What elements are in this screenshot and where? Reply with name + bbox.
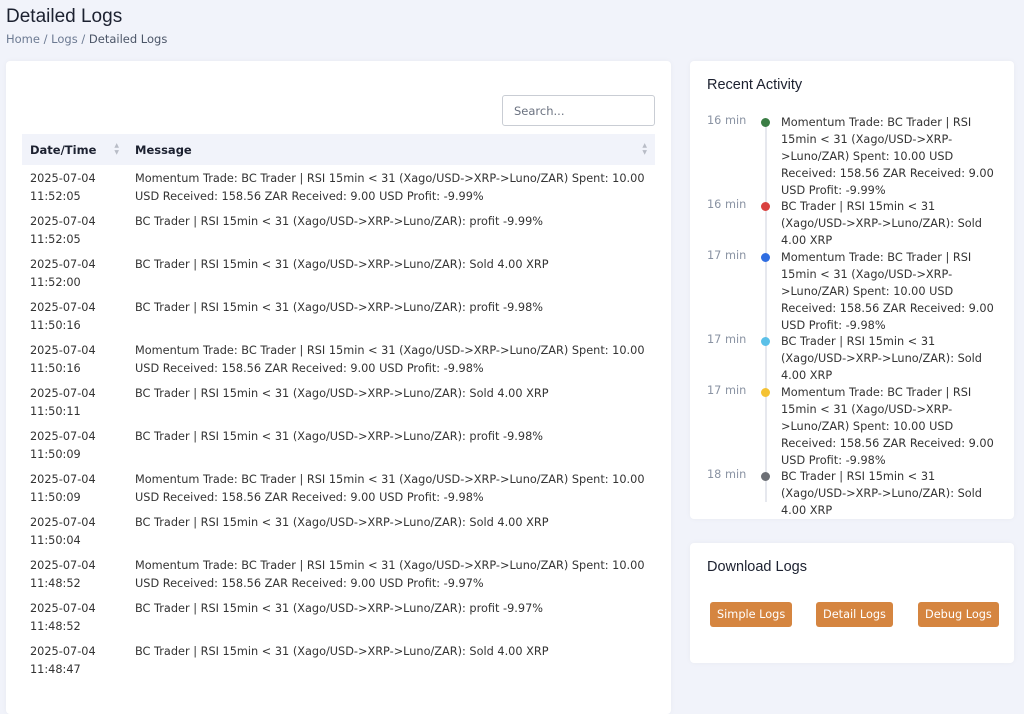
search-input[interactable]: [502, 95, 655, 126]
activity-text: BC Trader | RSI 15min < 31 (Xago/USD->XR…: [781, 200, 982, 247]
row-datetime: 2025-07-04 11:50:16: [30, 344, 96, 375]
status-dot-icon: [761, 202, 770, 211]
row-message: Momentum Trade: BC Trader | RSI 15min < …: [135, 172, 645, 203]
row-message: Momentum Trade: BC Trader | RSI 15min < …: [135, 559, 645, 590]
table-row: 2025-07-04 11:50:09 Momentum Trade: BC Tra…: [22, 466, 655, 509]
table-row: 2025-07-04 11:52:05 BC Trader | RSI 15min …: [22, 208, 655, 251]
row-message: BC Trader | RSI 15min < 31 (Xago/USD->XR…: [135, 258, 549, 271]
status-dot-icon: [761, 118, 770, 127]
recent-activity-card: Recent Activity 16 min Momentum Trade: BC…: [690, 61, 1014, 519]
status-dot-icon: [761, 337, 770, 346]
activity-text: BC Trader | RSI 15min < 31 (Xago/USD->XR…: [781, 335, 982, 382]
row-datetime: 2025-07-04 11:50:09: [30, 473, 96, 504]
row-datetime: 2025-07-04 11:48:47: [30, 645, 96, 676]
activity-time: 17 min: [707, 384, 747, 397]
debug-logs-button[interactable]: Debug Logs: [918, 602, 999, 627]
row-datetime: 2025-07-04 11:50:09: [30, 430, 96, 461]
breadcrumb: Home / Logs / Detailed Logs: [6, 32, 168, 46]
download-logs-title: Download Logs: [707, 559, 807, 575]
row-message: BC Trader | RSI 15min < 31 (Xago/USD->XR…: [135, 645, 549, 658]
status-dot-icon: [761, 388, 770, 397]
table-row: 2025-07-04 11:48:52 BC Trader | RSI 15min …: [22, 595, 655, 638]
row-datetime: 2025-07-04 11:52:00: [30, 258, 96, 289]
activity-text: Momentum Trade: BC Trader | RSI 15min < …: [781, 116, 994, 197]
table-row: 2025-07-04 11:48:47 BC Trader | RSI 15min …: [22, 638, 655, 681]
activity-time: 17 min: [707, 249, 747, 262]
sort-icon: ▲ ▼: [642, 142, 647, 156]
row-message: Momentum Trade: BC Trader | RSI 15min < …: [135, 473, 645, 504]
activity-text: BC Trader | RSI 15min < 31 (Xago/USD->XR…: [781, 470, 982, 517]
row-message: BC Trader | RSI 15min < 31 (Xago/USD->XR…: [135, 516, 549, 529]
activity-time: 16 min: [707, 198, 747, 211]
logs-card: Date/Time▲▼ Message▲▼ 2025-07-0411:52:05…: [6, 61, 671, 714]
row-message: BC Trader | RSI 15min < 31 (Xago/USD->XR…: [135, 301, 543, 314]
row-message: BC Trader | RSI 15min < 31 (Xago/USD->XR…: [135, 387, 549, 400]
row-datetime: 2025-07-04 11:50:11: [30, 387, 96, 418]
status-dot-icon: [761, 472, 770, 481]
simple-logs-button[interactable]: Simple Logs: [710, 602, 793, 627]
activity-time: 17 min: [707, 333, 747, 346]
row-message: BC Trader | RSI 15min < 31 (Xago/USD->XR…: [135, 430, 543, 443]
row-datetime: 2025-07-04 11:50:16: [30, 301, 96, 332]
breadcrumb-current: Detailed Logs: [88, 32, 168, 46]
recent-activity-title: Recent Activity: [707, 77, 803, 93]
table-row: 2025-07-04 11:52:00 BC Trader | RSI 15min …: [22, 251, 655, 294]
download-logs-card: Download Logs Simple Logs Detail Logs De…: [690, 543, 1014, 663]
breadcrumb-logs[interactable]: Logs: [51, 32, 78, 46]
table-row: 2025-07-04 11:50:16 Momentum Trade: BC Tra…: [22, 337, 655, 380]
table-row: 2025-07-04 11:50:09 BC Trader | RSI 15min …: [22, 423, 655, 466]
sort-icon: ▲ ▼: [114, 142, 119, 156]
table-row: 2025-07-04 11:50:11 BC Trader | RSI 15min …: [22, 380, 655, 423]
row-datetime: 2025-07-04 11:52:05: [30, 172, 96, 203]
activity-time: 16 min: [707, 114, 747, 127]
column-header-datetime[interactable]: Date/Time ▲ ▼: [22, 134, 127, 165]
table-row: 2025-07-04 11:52:05 Momentum Trade: BC Tra…: [22, 165, 655, 208]
table-row: 2025-07-04 11:50:04 BC Trader | RSI 15min …: [22, 509, 655, 552]
row-datetime: 2025-07-04 11:52:05: [30, 215, 96, 246]
logs-table: Date/Time ▲ ▼ Message ▲ ▼ 2025-07-04 11:52:05…: [22, 134, 655, 681]
detail-logs-button[interactable]: Detail Logs: [816, 602, 893, 627]
row-datetime: 2025-07-04 11:50:04: [30, 516, 96, 547]
row-message: BC Trader | RSI 15min < 31 (Xago/USD->XR…: [135, 602, 543, 615]
activity-text: Momentum Trade: BC Trader | RSI 15min < …: [781, 251, 994, 332]
page-title: Detailed Logs: [6, 6, 123, 27]
row-datetime: 2025-07-04 11:48:52: [30, 559, 96, 590]
activity-time: 18 min: [707, 468, 747, 481]
table-row: 2025-07-04 11:50:16 BC Trader | RSI 15min …: [22, 294, 655, 337]
row-datetime: 2025-07-04 11:48:52: [30, 602, 96, 633]
status-dot-icon: [761, 253, 770, 262]
row-message: Momentum Trade: BC Trader | RSI 15min < …: [135, 344, 645, 375]
timeline-line: [765, 119, 767, 502]
column-header-message[interactable]: Message ▲ ▼: [127, 134, 655, 165]
table-row: 2025-07-04 11:48:52 Momentum Trade: BC Tra…: [22, 552, 655, 595]
breadcrumb-home[interactable]: Home: [6, 32, 40, 46]
activity-text: Momentum Trade: BC Trader | RSI 15min < …: [781, 386, 994, 467]
row-message: BC Trader | RSI 15min < 31 (Xago/USD->XR…: [135, 215, 543, 228]
